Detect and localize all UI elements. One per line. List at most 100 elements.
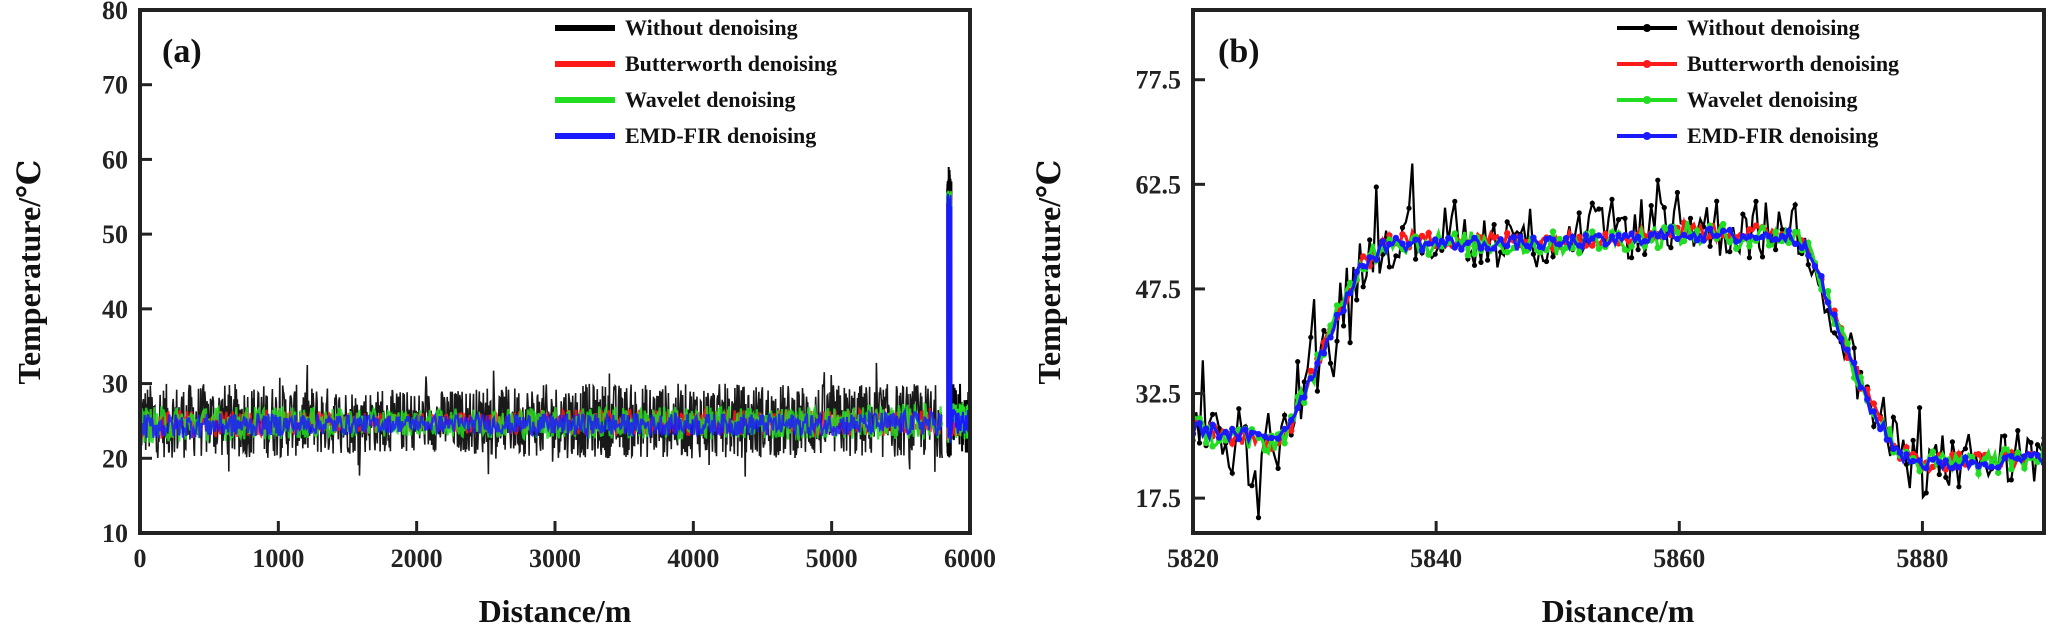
panel-b-series-emd-fir-denoising-point [1576, 242, 1583, 249]
panel-b-series-wavelet-denoising-point [1556, 235, 1563, 243]
panel-b-series-emd-fir-denoising-point [1811, 263, 1819, 270]
panel-b-series-without-denoising-point [1576, 210, 1582, 216]
panel-b-series-emd-fir-denoising-point [1451, 244, 1459, 251]
panel-b-series-emd-fir-denoising-point [1464, 239, 1472, 246]
panel-b-series-emd-fir-denoising-point [1569, 233, 1576, 241]
panel-a-legend-label: Without denoising [625, 15, 798, 40]
panel-b-series-without-denoising-point [1347, 340, 1353, 346]
panel-b-series-emd-fir-denoising-point [1667, 224, 1675, 231]
panel-a-series-wavelet-denoising-trace [140, 401, 944, 444]
panel-b-series-without-denoising-point [1753, 198, 1759, 204]
panel-b-series-emd-fir-denoising-point [1837, 335, 1845, 342]
panel-b-series-wavelet-denoising-point [1451, 230, 1459, 237]
panel-b-series-wavelet-denoising-point [1765, 242, 1773, 249]
panel-b-series-without-denoising-point [1341, 323, 1347, 329]
panel-b-series-emd-fir-denoising-point [1687, 234, 1694, 241]
panel-b-ylabel: Temperature/℃ [1031, 160, 1067, 385]
panel-b-series-emd-fir-denoising-point [1477, 245, 1485, 252]
panel-b-series-wavelet-denoising-point [1333, 302, 1341, 309]
panel-b-series-emd-fir-denoising-point [1942, 457, 1950, 464]
panel-b-series-emd-fir-denoising-point [1582, 232, 1590, 239]
panel-b-series-wavelet-denoising-point [1772, 228, 1779, 236]
panel-b-series-emd-fir-denoising-point [1418, 247, 1426, 254]
panel-b-series-emd-fir-denoising-point [1726, 226, 1734, 234]
panel-b-series-emd-fir-denoising-point [1412, 236, 1419, 243]
panel-b-series-butterworth-denoising-point [1425, 229, 1432, 237]
panel-a-ytick-label: 70 [102, 71, 128, 100]
panel-b-series-emd-fir-denoising-point [1929, 456, 1936, 463]
panel-b-series-emd-fir-denoising-point [1510, 233, 1518, 241]
panel-b-series-emd-fir-denoising-point [1346, 289, 1354, 297]
panel-b-xlabel: Distance/m [1542, 593, 1695, 629]
panel-b-series-wavelet-denoising-point [1549, 228, 1557, 235]
panel-b-series-without-denoising-point [1917, 405, 1923, 411]
panel-b-series-emd-fir-denoising-point [1366, 254, 1373, 261]
panel-b-series-without-denoising-point [1589, 200, 1595, 206]
panel-b-series-without-denoising-point [1321, 327, 1327, 334]
panel-b-series-without-denoising-point [1504, 219, 1510, 225]
panel-b-series-emd-fir-denoising-point [1955, 464, 1963, 471]
panel-b-series-emd-fir-denoising-point [1779, 232, 1786, 240]
panel-a-ytick-label: 50 [102, 220, 128, 249]
panel-b-series-emd-fir-denoising-point [1209, 421, 1216, 428]
panel-b-series-without-denoising-point [1740, 211, 1746, 217]
panel-b-legend-entry-emd-fir-denoising: EMD-FIR denoising [1617, 123, 1878, 148]
panel-a-xtick-label: 6000 [944, 544, 996, 573]
panel-a-xtick-label: 0 [134, 544, 147, 573]
panel-b-series-emd-fir-denoising-point [1595, 232, 1603, 239]
panel-b-series-emd-fir-denoising-point [1314, 360, 1321, 367]
panel-b-series-without-denoising-point [1707, 243, 1713, 249]
panel-b-series-wavelet-denoising-point [1654, 244, 1662, 251]
panel-a-plot-area [140, 166, 970, 477]
panel-b-series-emd-fir-denoising-point [1870, 408, 1878, 415]
panel-b-series-without-denoising-point [2028, 440, 2034, 446]
panel-b-series-wavelet-denoising-point [1661, 224, 1668, 231]
panel-b-series-without-denoising-point [1327, 360, 1334, 366]
panel-b-series-without-denoising-point [1773, 247, 1779, 253]
panel-b-series-wavelet-denoising-point [1628, 243, 1635, 250]
panel-a-data [140, 166, 970, 477]
panel-b-series-emd-fir-denoising-point [1222, 428, 1229, 436]
panel-b-ticks: 5820 5840 5860 5880 17.5 32.5 47.5 62.5 77.5 [1136, 66, 1949, 573]
panel-b-series-without-denoising-point [1413, 256, 1419, 262]
panel-b-series-wavelet-denoising-point [1504, 249, 1511, 256]
panel-b-series-wavelet-denoising-point [1955, 458, 1963, 465]
panel-a-legend-entry-wavelet-denoising: Wavelet denoising [555, 87, 796, 112]
panel-b-series-emd-fir-denoising-point [1353, 268, 1360, 276]
panel-b-series-emd-fir-denoising-point [1202, 425, 1210, 432]
panel-b-series-wavelet-denoising-point [1785, 239, 1792, 246]
panel-b-series-emd-fir-denoising-point [1700, 237, 1707, 244]
panel-b-series-emd-fir-denoising-point [1333, 311, 1341, 319]
panel-b-series-emd-fir-denoising-point [1261, 433, 1269, 440]
panel-b-series-butterworth-denoising-point [1576, 233, 1583, 241]
panel-b-series-without-denoising-point [1210, 411, 1216, 417]
panel-b-series-without-denoising-point [1674, 189, 1680, 196]
panel-b-series-without-denoising-point [1354, 297, 1360, 303]
panel-b-series-without-denoising-point [1491, 222, 1497, 228]
panel-b-series-without-denoising-point [1648, 203, 1654, 209]
panel-b-series-emd-fir-denoising-point [1674, 235, 1681, 243]
panel-b-series-without-denoising-point [1530, 251, 1536, 257]
panel-b-series-emd-fir-denoising-point [1216, 434, 1223, 441]
panel-b-series-without-denoising-point [1890, 414, 1896, 420]
panel-a-ytick-label: 10 [102, 519, 128, 548]
panel-b-series-without-denoising-point [1236, 406, 1242, 412]
panel-b-series-wavelet-denoising-point [1968, 453, 1976, 461]
panel-b-series-emd-fir-denoising-point [1981, 461, 1989, 468]
panel-b-series-emd-fir-denoising-point [1504, 242, 1511, 250]
panel-b-series-without-denoising-point [1386, 264, 1392, 270]
panel-a-ytick-label: 40 [102, 295, 128, 324]
panel-a: 0 1000 2000 3000 4000 5000 6000 10 20 30 40 50 60 70 8… [11, 0, 996, 629]
panel-b-series-emd-fir-denoising-point [1792, 240, 1799, 247]
panel-b-series-emd-fir-denoising-point [1458, 246, 1465, 253]
panel-a-ytick-label: 80 [102, 0, 128, 25]
panel-a-xtick-label: 5000 [806, 544, 858, 573]
panel-b-series-butterworth-denoising-point [1870, 400, 1878, 407]
panel-b-series-without-denoising-point [1949, 439, 1955, 445]
panel-b-series-emd-fir-denoising-point [1235, 435, 1243, 443]
panel-b-plot-area [1193, 163, 2044, 521]
panel-b-series-without-denoising-point [1629, 255, 1635, 261]
panel-b-series-wavelet-denoising-point [1471, 250, 1478, 257]
panel-b-xtick-label: 5860 [1653, 544, 1705, 573]
panel-b-series-wavelet-denoising-point [2021, 465, 2028, 472]
